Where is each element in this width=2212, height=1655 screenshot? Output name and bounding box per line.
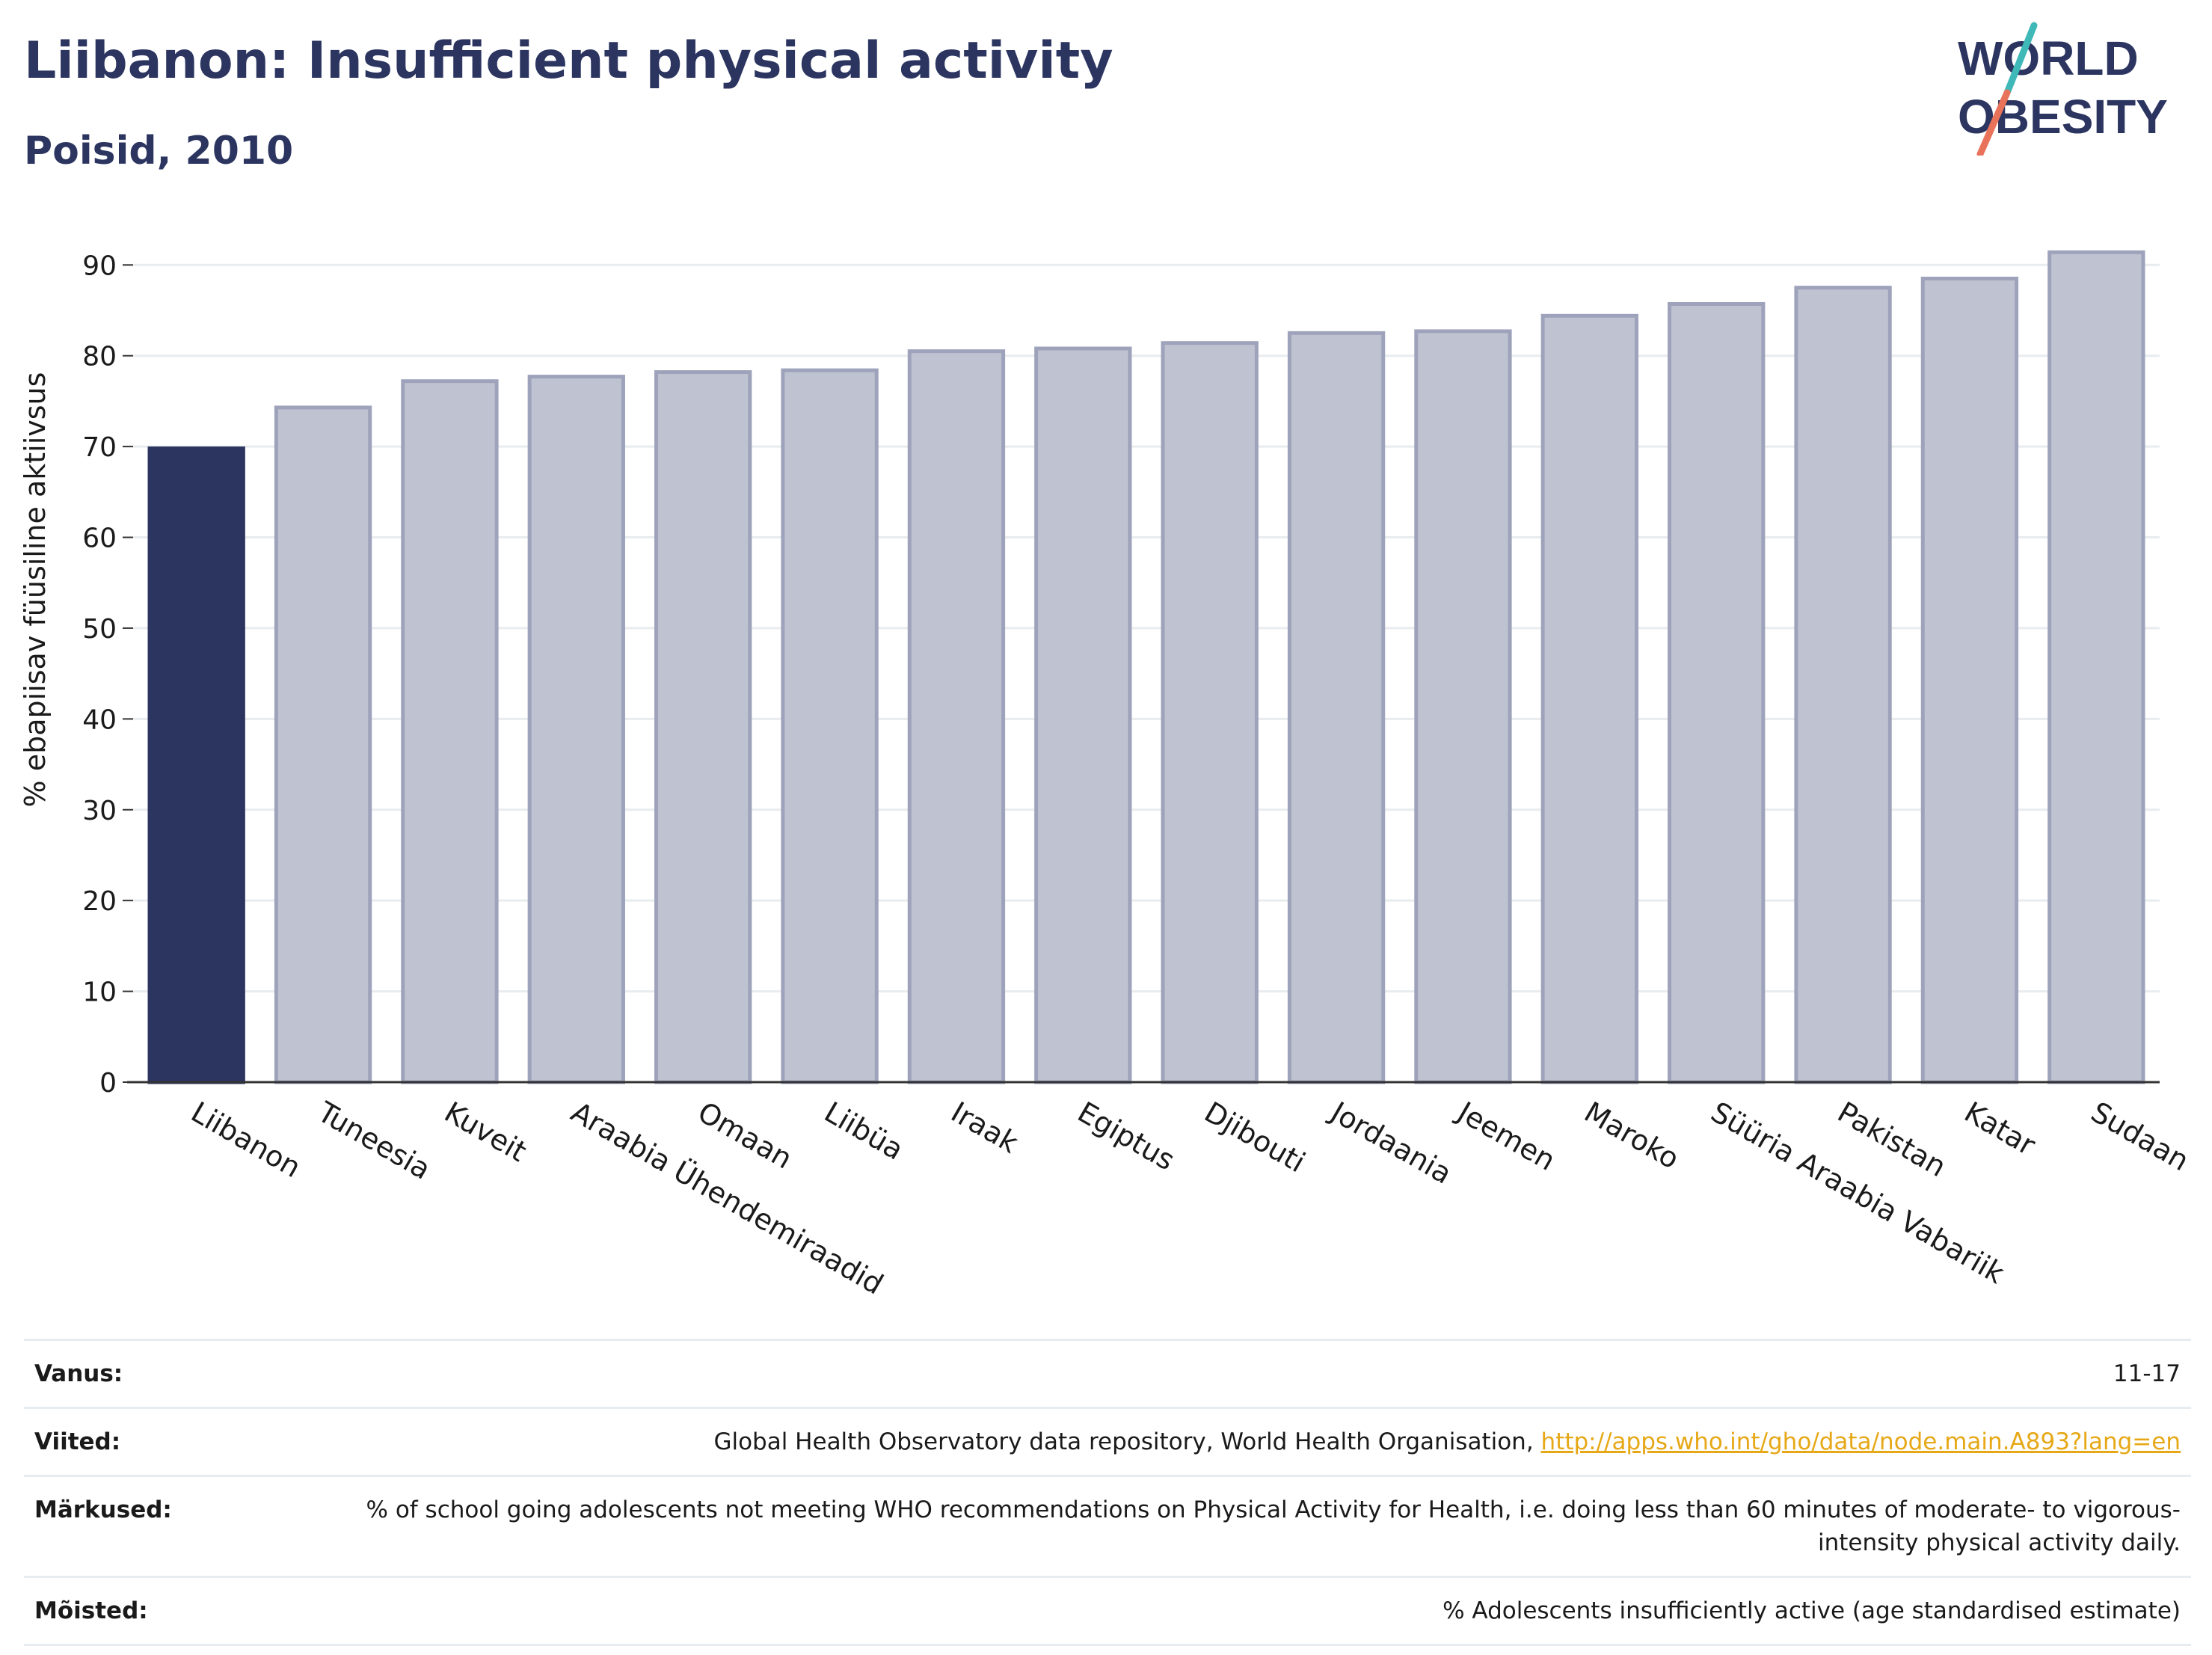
reference-link[interactable]: http://apps.who.int/gho/data/node.main.A… — [1540, 1428, 2181, 1455]
logo-accent-teal — [2003, 22, 2038, 96]
info-row-notes: Märkused: % of school going adolescents … — [24, 1476, 2191, 1577]
info-value: % of school going adolescents not meetin… — [366, 1496, 2181, 1556]
y-tick-label: 60 — [82, 523, 117, 554]
chart-subtitle: Poisid, 2010 — [24, 129, 294, 174]
x-tick-label: Jordaania — [1324, 1095, 1457, 1191]
logo-line1: WORLD — [1958, 31, 2139, 85]
y-tick-label: 50 — [82, 614, 117, 645]
info-label: Märkused: — [34, 1496, 172, 1523]
bar-liibanon[interactable] — [147, 446, 245, 1084]
y-tick-label: 30 — [82, 796, 117, 826]
logo-accent-coral — [1976, 89, 2011, 156]
bar-chart: Liibanon Tuneesia Kuveit Araabia Ühendemira… — [19, 250, 2195, 1301]
y-axis-label: % ebapiisav füüsiline aktiivsus — [19, 372, 52, 808]
world-obesity-logo: WORLD OBESITY — [1958, 22, 2168, 156]
x-tick-label: Sudaan — [2086, 1096, 2195, 1178]
x-tick-label: Liibanon — [185, 1096, 307, 1185]
info-label: Viited: — [34, 1428, 121, 1455]
axes — [123, 264, 2160, 1084]
x-tick-label: Katar — [1958, 1096, 2041, 1162]
reference-text: Global Health Observatory data repositor… — [713, 1428, 1541, 1455]
x-tick-label: Liibüa — [819, 1096, 909, 1167]
bar-iraak[interactable] — [907, 349, 1006, 1084]
info-table: Vanus: 11-17 Viited: Global Health Obser… — [24, 1339, 2191, 1646]
bar-katar[interactable] — [1920, 276, 2019, 1084]
x-tick-label: Kuveit — [439, 1096, 532, 1168]
bar-jeemen[interactable] — [1414, 329, 1512, 1084]
bar-araabia-hendemiraadid[interactable] — [527, 375, 625, 1084]
x-tick-label: Omaan — [692, 1096, 798, 1176]
y-tick-label: 70 — [82, 432, 117, 463]
bar-s-ria-araabia-vabariik[interactable] — [1668, 301, 1766, 1084]
x-tick-label: Iraak — [945, 1096, 1024, 1160]
logo-line2: OBESITY — [1958, 90, 2168, 144]
bar-djibouti[interactable] — [1161, 341, 1259, 1084]
bar-maroko[interactable] — [1540, 313, 1638, 1084]
y-tick-label: 40 — [82, 704, 117, 735]
bar-tuneesia[interactable] — [274, 405, 372, 1084]
y-tick-label: 90 — [82, 251, 117, 281]
y-tick-label: 20 — [82, 886, 117, 917]
x-tick-label: Egiptus — [1072, 1096, 1181, 1177]
info-value: % Adolescents insufficiently active (age… — [1443, 1597, 2181, 1624]
bar-egiptus[interactable] — [1034, 346, 1132, 1084]
info-value: 11-17 — [2113, 1360, 2181, 1387]
bar-pakistan[interactable] — [1794, 286, 1892, 1084]
bar-jordaania[interactable] — [1287, 331, 1386, 1084]
info-row-references: Viited: Global Health Observatory data r… — [24, 1407, 2191, 1476]
bar-liib-a[interactable] — [781, 368, 879, 1084]
x-tick-label: Djibouti — [1199, 1096, 1311, 1179]
y-tick-label: 10 — [82, 977, 117, 1008]
info-label: Vanus: — [34, 1360, 123, 1387]
info-row-definitions: Mõisted: % Adolescents insufficiently ac… — [24, 1576, 2191, 1645]
x-tick-labels: Liibanon Tuneesia Kuveit Araabia Ühendemira… — [185, 1095, 2194, 1301]
bar-omaan[interactable] — [654, 370, 752, 1084]
info-value: Global Health Observatory data repositor… — [329, 1408, 2191, 1476]
chart-title: Liibanon: Insufficient physical activity — [24, 31, 1113, 90]
info-label: Mõisted: — [34, 1597, 148, 1624]
x-tick-label: Tuneesia — [312, 1095, 437, 1186]
bar-sudaan[interactable] — [2047, 250, 2145, 1084]
y-tick-labels: 0 10 20 30 40 50 60 70 80 90 — [82, 251, 117, 1099]
y-tick-label: 0 — [99, 1068, 117, 1099]
x-tick-label: Jeemen — [1451, 1095, 1561, 1177]
x-tick-label: Maroko — [1579, 1096, 1685, 1176]
bar-kuveit[interactable] — [401, 379, 499, 1084]
info-row-age: Vanus: 11-17 — [24, 1339, 2191, 1408]
bars — [147, 250, 2145, 1084]
y-tick-label: 80 — [82, 342, 117, 372]
